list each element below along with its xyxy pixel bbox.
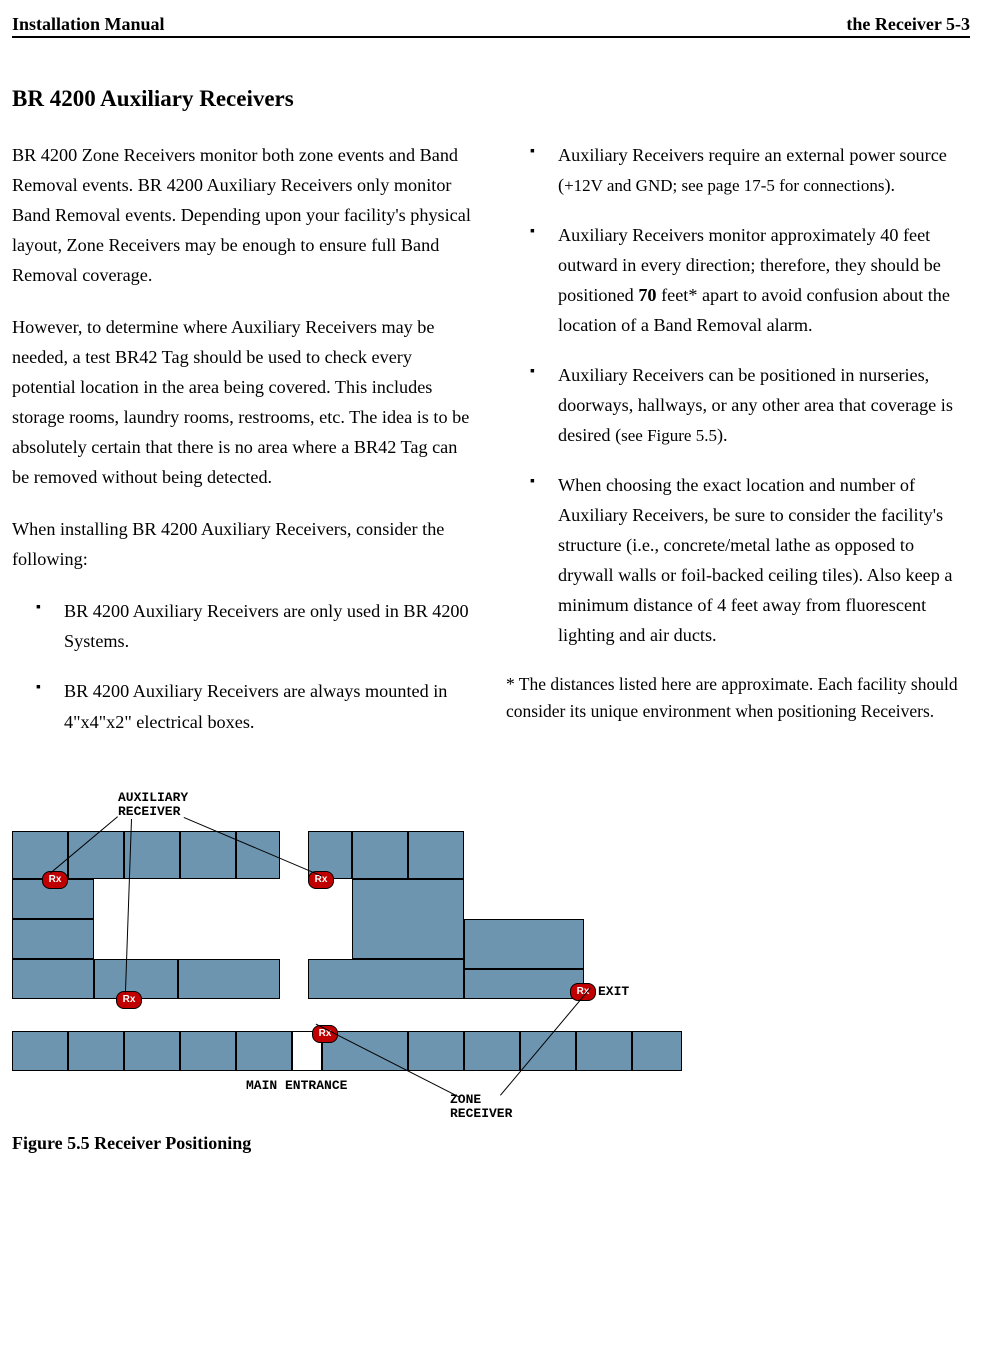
right-b1-small: +12V and GND; see page 17-5 for connecti…	[564, 176, 884, 195]
right-b3: Auxiliary Receivers can be positioned in…	[534, 360, 970, 450]
header-right: the Receiver 5-3	[846, 14, 970, 35]
room	[178, 959, 280, 999]
right-bullets: Auxiliary Receivers require an external …	[506, 140, 970, 651]
right-b3-post: ).	[717, 425, 728, 445]
left-p3: When installing BR 4200 Auxiliary Receiv…	[12, 514, 476, 574]
figure-5-5: Rx Rx Rx Rx Rx AUXILIARY RECEIVER EXIT M…	[12, 789, 970, 1154]
header-left: Installation Manual	[12, 14, 165, 35]
room	[12, 1031, 68, 1071]
body-columns: BR 4200 Zone Receivers monitor both zone…	[12, 140, 970, 757]
left-column: BR 4200 Zone Receivers monitor both zone…	[12, 140, 476, 757]
room	[464, 919, 584, 969]
room	[308, 959, 464, 999]
left-b2: BR 4200 Auxiliary Receivers are always m…	[40, 676, 476, 736]
section-title: BR 4200 Auxiliary Receivers	[12, 86, 970, 112]
label-exit: EXIT	[598, 985, 629, 999]
label-aux-receiver: AUXILIARY RECEIVER	[118, 791, 188, 820]
right-b3-small: see Figure 5.5	[621, 426, 717, 445]
rx-badge: Rx	[42, 871, 68, 889]
left-bullets: BR 4200 Auxiliary Receivers are only use…	[12, 596, 476, 736]
figure-caption: Figure 5.5 Receiver Positioning	[12, 1133, 970, 1154]
room	[12, 959, 94, 999]
room	[68, 831, 124, 879]
left-p2: However, to determine where Auxiliary Re…	[12, 312, 476, 492]
room	[180, 1031, 236, 1071]
room	[576, 1031, 632, 1071]
right-b2-bold: 70	[638, 285, 656, 305]
right-footnote: * The distances listed here are approxim…	[506, 671, 970, 725]
left-b1: BR 4200 Auxiliary Receivers are only use…	[40, 596, 476, 656]
room	[464, 1031, 520, 1071]
room	[124, 1031, 180, 1071]
rx-badge: Rx	[308, 871, 334, 889]
right-b4: When choosing the exact location and num…	[534, 470, 970, 650]
room	[632, 1031, 682, 1071]
right-b1-post: ).	[884, 175, 895, 195]
room	[236, 1031, 292, 1071]
room	[408, 831, 464, 879]
room	[12, 919, 94, 959]
right-b1: Auxiliary Receivers require an external …	[534, 140, 970, 200]
rx-badge: Rx	[570, 983, 596, 1001]
room	[464, 969, 584, 999]
right-b2: Auxiliary Receivers monitor approximatel…	[534, 220, 970, 340]
right-b3-pre: Auxiliary Receivers can be positioned in…	[558, 365, 953, 445]
left-p1: BR 4200 Zone Receivers monitor both zone…	[12, 140, 476, 290]
room	[352, 831, 408, 879]
page-header: Installation Manual the Receiver 5-3	[12, 14, 970, 38]
diagram: Rx Rx Rx Rx Rx AUXILIARY RECEIVER EXIT M…	[12, 789, 682, 1127]
room	[68, 1031, 124, 1071]
right-column: Auxiliary Receivers require an external …	[506, 140, 970, 757]
room	[180, 831, 236, 879]
room	[408, 1031, 464, 1071]
room	[352, 879, 464, 959]
label-main-entrance: MAIN ENTRANCE	[246, 1079, 347, 1093]
room	[124, 831, 180, 879]
rx-badge: Rx	[116, 991, 142, 1009]
